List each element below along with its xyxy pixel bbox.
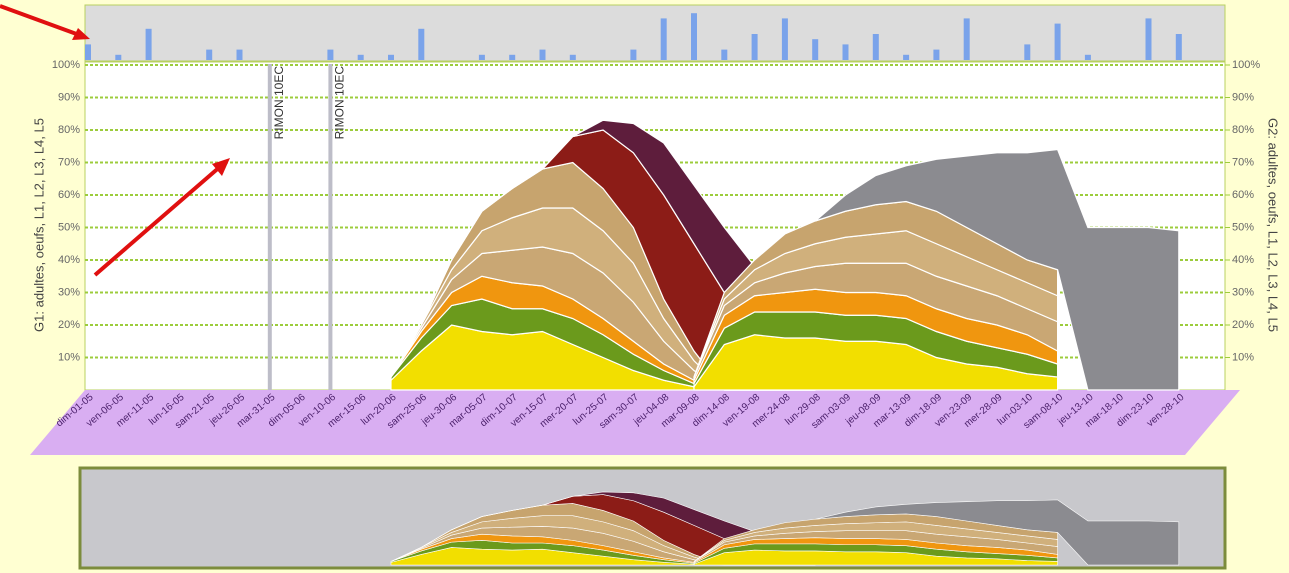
activity-bar: [85, 44, 91, 60]
y-tick-label: 40%: [58, 254, 80, 266]
annotation: RIMON 10EC: [333, 66, 347, 140]
activity-bar: [145, 28, 152, 60]
overview-area: [815, 499, 1180, 566]
y2-tick-label: 60%: [1232, 189, 1254, 201]
activity-bar: [357, 54, 364, 60]
activity-bar: [842, 44, 849, 60]
y2-tick-label: 90%: [1232, 91, 1254, 103]
y2-tick-label: 70%: [1232, 156, 1254, 168]
y2-tick-label: 40%: [1232, 254, 1254, 266]
area: [814, 148, 1180, 391]
y2-axis-title: G2: adultes, oeufs, L1, L2, L3, L4, L5: [1266, 118, 1281, 332]
y2-tick-label: 80%: [1232, 124, 1254, 136]
activity-bar: [812, 39, 819, 60]
activity-bar: [933, 49, 940, 60]
arrows: [0, 4, 230, 277]
activity-bar: [1175, 34, 1182, 60]
annotation: RIMON 10EC: [272, 66, 286, 140]
annotation-line: [267, 64, 272, 390]
activity-bar: [1084, 54, 1091, 60]
activity-bar: [236, 49, 243, 60]
activity-bar: [630, 49, 637, 60]
y-tick-label: 90%: [58, 91, 80, 103]
activity-panel: [84, 4, 1226, 62]
activity-bar: [721, 49, 728, 60]
activity-bar: [903, 54, 910, 60]
activity-bar: [206, 49, 213, 60]
activity-bar: [660, 18, 667, 60]
activity-bar: [872, 34, 879, 60]
activity-bar: [509, 54, 516, 60]
activity-bar: [388, 54, 394, 60]
y-tick-label: 20%: [58, 319, 80, 331]
activity-bar: [963, 18, 970, 60]
activity-bar: [1145, 18, 1152, 60]
y2-tick-label: 20%: [1232, 319, 1254, 331]
y-tick-label: 80%: [58, 124, 80, 136]
y-tick-label: 50%: [58, 221, 80, 233]
y-tick-label: 30%: [58, 286, 80, 298]
y2-tick-label: 100%: [1232, 59, 1260, 71]
activity-bar: [1054, 23, 1061, 61]
activity-bar: [1024, 44, 1031, 60]
y2-tick-label: 10%: [1232, 351, 1254, 363]
y-tick-label: 70%: [58, 156, 80, 168]
activity-bar: [478, 54, 485, 60]
y-tick-label: 60%: [58, 189, 80, 201]
activity-bar: [569, 54, 576, 60]
annotation-line: [328, 64, 333, 390]
activity-bar: [418, 28, 425, 60]
activity-bar: [751, 34, 758, 60]
activity-bar: [781, 18, 788, 60]
x-label-band: [30, 390, 1240, 455]
y-tick-label: 10%: [58, 351, 80, 363]
activity-bar: [327, 49, 334, 60]
activity-bar: [539, 49, 546, 60]
y-axis-title: G1: adultes, oeufs, L1, L2, L3, L4, L5: [31, 118, 46, 332]
y2-tick-label: 50%: [1232, 221, 1254, 233]
activity-bar: [691, 13, 697, 60]
activity-bar: [115, 54, 122, 60]
y-tick-label: 100%: [52, 59, 80, 71]
y2-tick-label: 30%: [1232, 286, 1254, 298]
